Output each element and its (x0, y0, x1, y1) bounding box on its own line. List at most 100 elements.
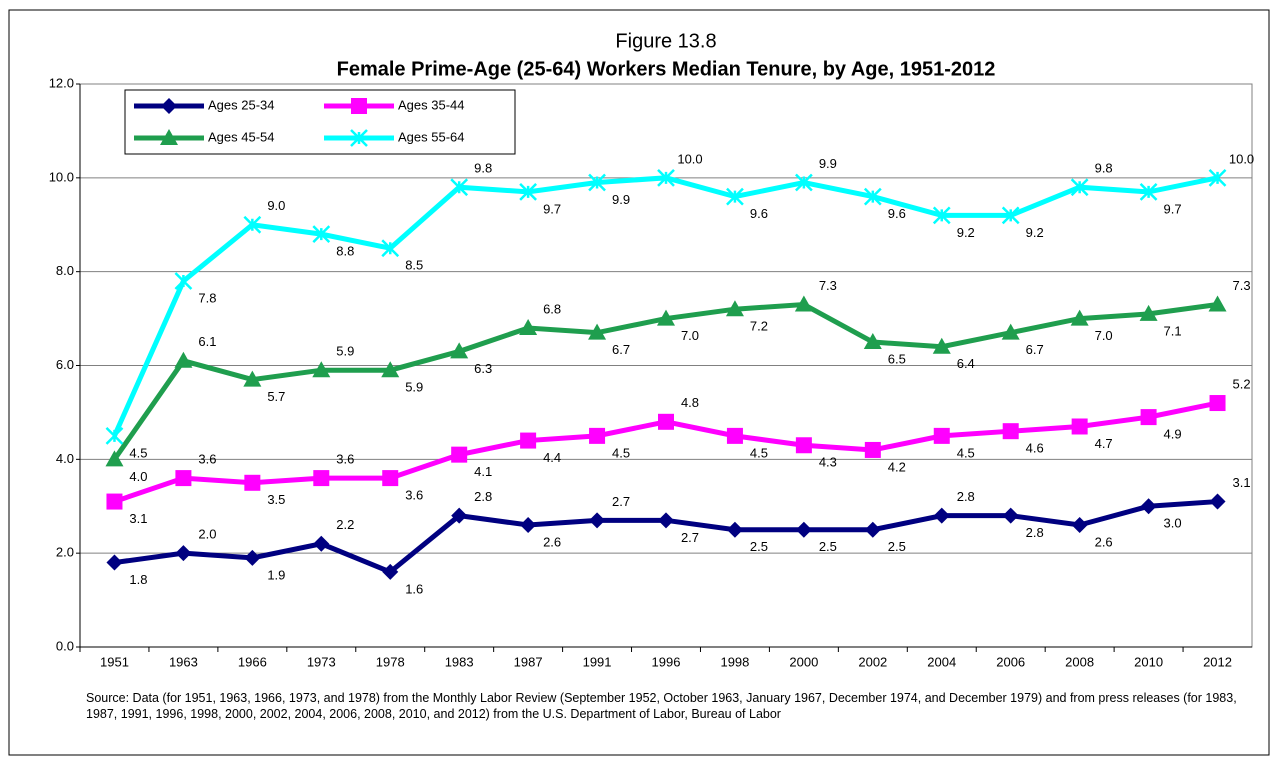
marker (726, 427, 743, 444)
x-tick-label: 1983 (445, 654, 474, 669)
x-tick-label: 1973 (307, 654, 336, 669)
marker (174, 351, 193, 368)
marker (450, 342, 469, 359)
marker (244, 474, 261, 491)
marker (160, 129, 178, 145)
data-label: 3.5 (267, 492, 285, 507)
marker (312, 225, 331, 244)
marker (864, 521, 881, 538)
data-label: 2.7 (612, 494, 630, 509)
marker (658, 512, 674, 529)
marker (106, 554, 123, 571)
marker (589, 427, 606, 444)
data-label: 7.8 (198, 290, 216, 305)
chart-title: Figure 13.8 (615, 30, 716, 52)
marker (725, 300, 744, 317)
data-label: 9.7 (543, 201, 561, 216)
marker (520, 517, 537, 534)
marker (726, 521, 743, 538)
data-label: 3.6 (405, 488, 423, 503)
data-label: 9.9 (612, 192, 630, 207)
data-label: 4.8 (681, 395, 699, 410)
data-label: 4.7 (1095, 436, 1113, 451)
data-label: 2.5 (888, 539, 906, 554)
data-label: 8.8 (336, 244, 354, 259)
x-tick-label: 2004 (927, 654, 956, 669)
data-label: 6.1 (198, 334, 216, 349)
data-label: 10.0 (1229, 151, 1254, 166)
data-label: 4.4 (543, 450, 561, 465)
marker (657, 309, 675, 326)
data-label: 4.1 (474, 464, 492, 479)
data-label: 2.8 (957, 489, 975, 504)
marker (351, 98, 367, 114)
data-label: 3.6 (336, 452, 354, 467)
data-label: 6.3 (474, 361, 492, 376)
data-label: 7.1 (1164, 323, 1182, 338)
data-label: 2.5 (819, 539, 837, 554)
marker (175, 545, 192, 562)
data-label: 2.6 (543, 534, 561, 549)
marker (451, 446, 468, 463)
legend-item: Ages 55-64 (324, 129, 465, 147)
marker (161, 98, 177, 114)
data-label: 9.0 (267, 198, 285, 213)
data-label: 2.6 (1095, 534, 1113, 549)
x-tick-label: 2006 (996, 654, 1025, 669)
data-label: 4.5 (612, 445, 630, 460)
marker (106, 493, 123, 510)
legend-label: Ages 45-54 (208, 129, 275, 144)
marker (1001, 206, 1020, 225)
data-label: 5.9 (336, 344, 354, 359)
y-tick-label: 0.0 (56, 638, 74, 653)
data-label: 2.0 (198, 527, 216, 542)
data-label: 2.8 (1026, 525, 1044, 540)
y-tick-label: 10.0 (49, 169, 74, 184)
legend-box (124, 89, 516, 155)
x-tick-label: 2012 (1203, 654, 1232, 669)
marker (795, 521, 812, 538)
data-label: 6.4 (957, 356, 975, 371)
data-label: 8.5 (405, 258, 423, 273)
marker (658, 413, 674, 430)
data-label: 4.0 (129, 469, 147, 484)
x-tick-label: 1998 (720, 654, 749, 669)
data-label: 4.5 (957, 445, 975, 460)
marker (933, 507, 950, 524)
data-label: 4.2 (888, 459, 906, 474)
data-label: 9.6 (750, 206, 768, 221)
marker (382, 563, 399, 580)
y-tick-label: 8.0 (56, 263, 74, 278)
marker (657, 168, 675, 187)
legend-label: Ages 35-44 (398, 97, 465, 112)
x-tick-label: 1951 (100, 654, 129, 669)
y-tick-label: 12.0 (49, 75, 74, 90)
marker (451, 507, 468, 524)
marker (1070, 178, 1089, 197)
y-tick-label: 4.0 (56, 451, 74, 466)
y-tick-label: 6.0 (56, 357, 74, 372)
data-label: 2.8 (474, 489, 492, 504)
marker (519, 318, 538, 335)
legend-item: Ages 45-54 (134, 129, 275, 145)
marker (1208, 295, 1227, 312)
marker (381, 361, 400, 378)
marker (243, 215, 262, 234)
marker (1139, 304, 1158, 321)
data-label: 7.0 (1095, 328, 1113, 343)
data-label: 9.6 (888, 206, 906, 221)
marker (313, 470, 330, 487)
data-label: 6.7 (612, 342, 630, 357)
marker (350, 129, 368, 147)
x-tick-label: 2010 (1134, 654, 1163, 669)
marker (105, 450, 124, 467)
x-tick-label: 1963 (169, 654, 198, 669)
marker (105, 426, 124, 445)
marker (794, 295, 813, 312)
data-label: 6.7 (1026, 342, 1044, 357)
data-label: 4.9 (1164, 427, 1182, 442)
marker (244, 549, 261, 566)
x-tick-label: 1987 (514, 654, 543, 669)
x-tick-label: 1991 (583, 654, 612, 669)
